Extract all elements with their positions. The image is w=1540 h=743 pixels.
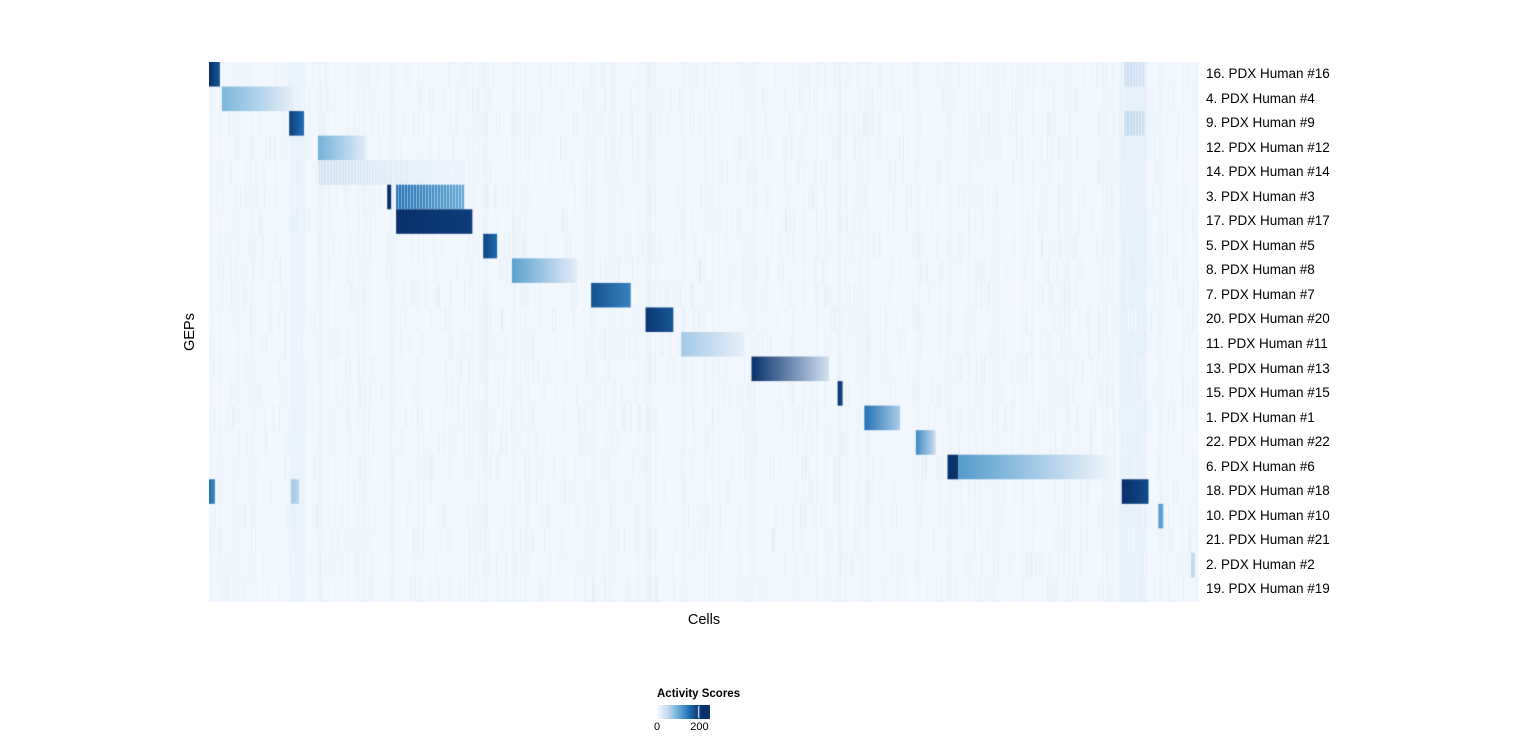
legend-title: Activity Scores [657,688,741,700]
row-label: 1. PDX Human #1 [1206,409,1315,425]
legend-tick: 200 [690,721,709,733]
row-labels: 16. PDX Human #16 4. PDX Human #4 9. PDX H… [1206,62,1426,602]
row-label: 20. PDX Human #20 [1206,311,1330,327]
row-label: 18. PDX Human #18 [1206,483,1330,499]
row-label: 3. PDX Human #3 [1206,188,1315,204]
row-label: 8. PDX Human #8 [1206,262,1315,278]
row-label: 14. PDX Human #14 [1206,164,1330,180]
row-label: 10. PDX Human #10 [1206,507,1330,523]
row-label: 15. PDX Human #15 [1206,385,1330,401]
row-label: 16. PDX Human #16 [1206,66,1330,81]
row-label: 11. PDX Human #11 [1206,336,1328,351]
heatmap-canvas [209,62,1199,602]
row-label: 21. PDX Human #21 [1206,532,1330,548]
legend-colorbar [657,705,710,719]
x-axis-label: Cells [687,612,721,628]
y-axis-label: GEPs [182,313,198,351]
row-label: 19. PDX Human #19 [1206,581,1330,597]
legend-tick: 0 [653,721,661,733]
row-label: 22. PDX Human #22 [1206,434,1330,450]
row-label: 4. PDX Human #4 [1206,90,1315,106]
row-label: 12. PDX Human #12 [1206,139,1330,155]
row-label: 5. PDX Human #5 [1206,237,1315,253]
row-label: 13. PDX Human #13 [1206,360,1330,376]
row-label: 2. PDX Human #2 [1206,556,1315,572]
row-label: 7. PDX Human #7 [1206,286,1315,302]
legend-ticks: 0 200 [653,719,710,734]
activity-scores-legend: Activity Scores 0 200 [653,688,797,734]
row-label: 17. PDX Human #17 [1206,213,1330,229]
row-label: 9. PDX Human #9 [1206,115,1315,131]
row-label: 6. PDX Human #6 [1206,458,1315,474]
